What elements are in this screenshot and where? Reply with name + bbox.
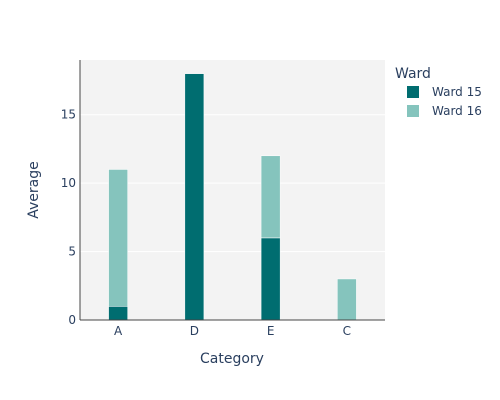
x-tick-label: E — [267, 324, 275, 338]
legend-swatch-ward-16[interactable] — [407, 105, 419, 117]
legend-swatch-ward-15[interactable] — [407, 86, 419, 98]
x-axis-title: Category — [200, 351, 264, 367]
bar-ward-15-d — [184, 73, 205, 321]
gridlines — [80, 114, 385, 253]
y-axis-title: Average — [26, 161, 42, 219]
bar-ward-15-a — [108, 306, 128, 321]
y-tick-label: 5 — [68, 245, 76, 259]
legend-label-ward-15[interactable]: Ward 15 — [432, 85, 482, 99]
bar-ward-16-a — [108, 169, 128, 307]
x-tick-label: C — [343, 324, 351, 338]
y-tick-label: 0 — [68, 313, 76, 327]
y-tick-labels: 0 5 10 15 — [61, 108, 76, 327]
x-tick-label: D — [190, 324, 199, 338]
y-tick-label: 10 — [61, 176, 76, 190]
bar-ward-15-e — [260, 237, 281, 321]
legend-title: Ward — [395, 66, 431, 82]
bar-ward-16-e — [260, 155, 281, 239]
legend: Ward Ward 15 Ward 16 — [395, 66, 482, 118]
bar-ward-16-c — [337, 278, 357, 321]
legend-label-ward-16[interactable]: Ward 16 — [432, 104, 482, 118]
plot-background — [80, 60, 385, 320]
bars — [108, 73, 357, 321]
x-tick-label: A — [114, 324, 123, 338]
y-tick-label: 15 — [61, 108, 76, 122]
